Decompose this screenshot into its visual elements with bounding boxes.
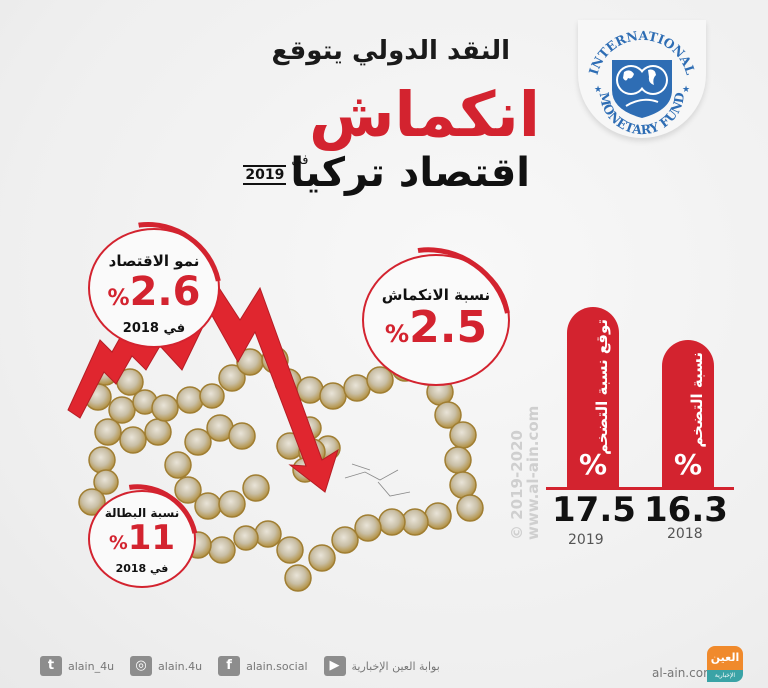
contraction-stat: نسبة الانكماش %2.5	[331, 217, 541, 423]
percent-sign: %	[673, 448, 703, 481]
title-line-3: اقتصاد تركيا2019 في	[243, 148, 530, 198]
title-prefix: في	[291, 153, 309, 168]
title-headline: انكماش	[309, 78, 540, 151]
facebook-handle[interactable]: alain.social	[246, 659, 308, 673]
inflation-bar-2018: نسبة التضخم %	[662, 340, 714, 487]
crack	[344, 463, 411, 497]
contraction-value: %2.5	[384, 302, 488, 353]
svg-text:★: ★	[682, 85, 690, 95]
unemployment-stat: نسبة البطالة %11 في 2018	[64, 462, 220, 616]
unemployment-value: %11	[108, 518, 176, 558]
svg-text:★: ★	[594, 85, 602, 95]
site-url[interactable]: al-ain.com	[652, 666, 715, 680]
gdp-growth-year: في 2018	[122, 321, 186, 336]
title-year: 2019	[243, 165, 287, 185]
gdp-growth-stat: نمو الاقتصاد %2.6 في 2018	[59, 195, 249, 381]
brand-name: العين	[707, 646, 743, 670]
inflation-value-2018: 16.3	[644, 490, 728, 530]
al-ain-logo: العين الإخبارية	[707, 646, 743, 682]
youtube-channel[interactable]: بوابة العين الإخبارية	[351, 659, 440, 673]
twitter-handle[interactable]: alain_4u	[68, 659, 115, 673]
inflation-bar-2019: توقع نسبة التضخم %	[567, 307, 619, 487]
gdp-growth-value: %2.6	[107, 269, 201, 315]
facebook-icon[interactable]: f	[218, 656, 241, 676]
imf-logo-panel: INTERNATIONAL MONETARY FUND ★ ★	[578, 20, 706, 138]
gdp-growth-label: نمو الاقتصاد	[108, 252, 200, 270]
chart-baseline	[546, 487, 734, 490]
watermark-url: www.al-ain.com	[524, 405, 542, 540]
percent-sign: %	[578, 448, 608, 481]
inflation-bar-label: توقع نسبة التضخم	[593, 319, 611, 455]
inflation-value-2019: 17.5	[552, 490, 636, 530]
twitter-icon[interactable]: t	[40, 656, 62, 676]
inflation-bar-label: نسبة التضخم	[688, 352, 706, 448]
contraction-label: نسبة الانكماش	[381, 286, 491, 304]
imf-logo-icon: INTERNATIONAL MONETARY FUND ★ ★	[586, 28, 699, 137]
instagram-handle[interactable]: alain.4u	[158, 659, 203, 673]
title-line-1: النقد الدولي يتوقع	[271, 36, 510, 66]
title-country: اقتصاد تركيا	[290, 150, 530, 196]
year-2018: 2018	[667, 526, 703, 542]
unemployment-year: في 2018	[115, 562, 169, 575]
brand-tagline: الإخبارية	[707, 670, 743, 682]
youtube-icon[interactable]: ▶	[323, 656, 346, 676]
unemployment-label: نسبة البطالة	[104, 506, 180, 520]
social-links: t alain_4u ◎ alain.4u f alain.social ▶ ب…	[40, 656, 440, 676]
instagram-icon[interactable]: ◎	[130, 656, 153, 676]
year-2019: 2019	[568, 532, 604, 548]
